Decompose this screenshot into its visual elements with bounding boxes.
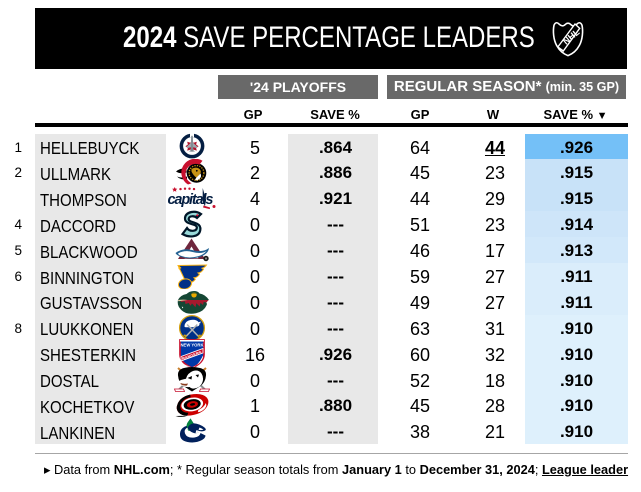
svg-text:NEW YORK: NEW YORK — [181, 342, 204, 347]
svg-text:capitals: capitals — [168, 192, 214, 208]
svg-text:RANGERS: RANGERS — [181, 349, 202, 361]
